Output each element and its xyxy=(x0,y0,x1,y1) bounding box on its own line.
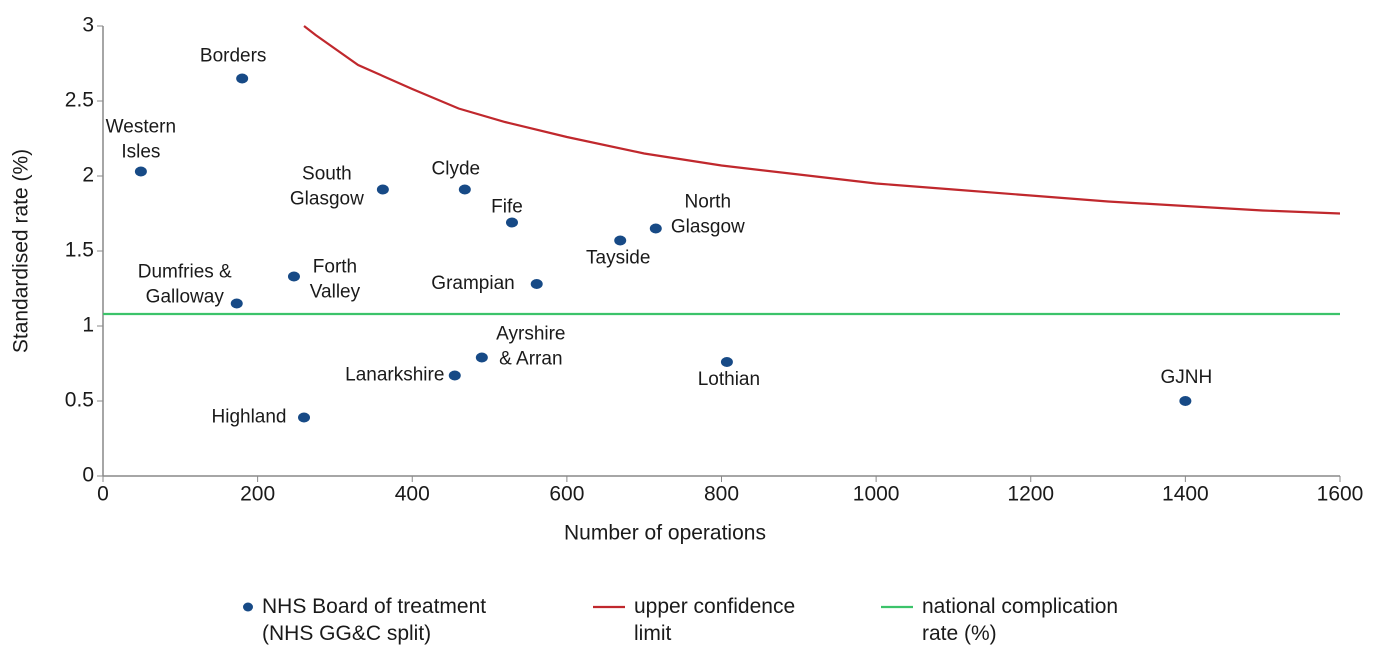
y-tick-label: 0.5 xyxy=(65,389,94,412)
data-point xyxy=(530,279,543,289)
point-label-line: Valley xyxy=(310,282,361,303)
legend-label-line: (NHS GG&C split) xyxy=(262,622,431,645)
data-point xyxy=(448,370,461,381)
point-label-line: Highland xyxy=(212,407,287,428)
point-label: GJNH xyxy=(1161,367,1213,388)
point-label: Ayrshire & Arran xyxy=(496,324,565,370)
x-tick-label: 0 xyxy=(97,483,109,506)
y-tick-label: 0 xyxy=(82,464,94,487)
x-tick-label: 1000 xyxy=(853,483,900,506)
point-label-line: South xyxy=(302,164,352,185)
legend-label-line: rate (%) xyxy=(922,622,997,645)
x-tick-label: 1600 xyxy=(1317,483,1364,506)
data-point xyxy=(287,271,300,282)
data-point xyxy=(505,217,518,228)
legend-label-line: upper confidence xyxy=(634,595,795,618)
point-label-line: Fife xyxy=(491,197,523,218)
point-label-line: Lothian xyxy=(698,369,760,390)
x-axis-title: Number of operations xyxy=(564,522,766,545)
legend-label-line: limit xyxy=(634,622,671,645)
point-label: North Glasgow xyxy=(671,192,745,238)
point-label-line: North xyxy=(685,192,731,213)
point-label: Highland xyxy=(212,407,287,428)
data-point xyxy=(1179,396,1192,406)
y-tick-label: 1 xyxy=(82,314,94,337)
legend-label-line: NHS Board of treatment xyxy=(262,595,486,618)
legend-label-line: national complication xyxy=(922,595,1118,618)
y-tick-label: 3 xyxy=(82,14,94,37)
point-label: Lanarkshire xyxy=(345,365,444,386)
y-tick-label: 1.5 xyxy=(65,239,94,262)
point-label: Forth Valley xyxy=(310,257,361,303)
y-axis-title: Standardised rate (%) xyxy=(10,149,33,353)
point-label-line: Western xyxy=(106,117,176,138)
point-label-line: Grampian xyxy=(431,273,514,294)
point-label: Lothian xyxy=(698,369,760,390)
x-tick-label: 400 xyxy=(395,483,430,506)
point-label-line: Tayside xyxy=(586,248,650,269)
point-label-line: Forth xyxy=(313,257,357,278)
data-point xyxy=(614,235,627,246)
point-label-line: Glasgow xyxy=(290,189,364,210)
point-label-line: GJNH xyxy=(1161,367,1213,388)
x-tick-label: 600 xyxy=(549,483,584,506)
point-label-line: Dumfries & xyxy=(138,262,232,283)
legend-label: national complication rate (%) xyxy=(922,595,1118,645)
point-label-line: & Arran xyxy=(499,349,562,370)
point-label-line: Isles xyxy=(121,142,160,163)
point-label-line: Clyde xyxy=(432,159,481,180)
point-label-line: Glasgow xyxy=(671,217,745,238)
data-point xyxy=(298,412,311,423)
legend-label: upper confidence limit xyxy=(634,595,795,645)
x-tick-label: 800 xyxy=(704,483,739,506)
data-point xyxy=(134,166,147,177)
point-label: Dumfries & Galloway xyxy=(138,262,232,308)
point-label-line: Galloway xyxy=(146,287,225,308)
x-tick-label: 1400 xyxy=(1162,483,1209,506)
point-label-line: Lanarkshire xyxy=(345,365,444,386)
legend-marker xyxy=(243,602,253,612)
data-point xyxy=(458,184,471,195)
legend-label: NHS Board of treatment (NHS GG&C split) xyxy=(262,595,486,645)
data-point xyxy=(236,73,249,84)
x-tick-label: 200 xyxy=(240,483,275,506)
point-label: Grampian xyxy=(431,273,514,294)
point-label: Western Isles xyxy=(106,117,176,163)
data-point xyxy=(649,223,662,234)
data-point xyxy=(376,184,389,195)
x-tick-label: 1200 xyxy=(1007,483,1054,506)
point-label-line: Borders xyxy=(200,46,267,67)
point-label: Tayside xyxy=(586,248,650,269)
data-point xyxy=(720,357,733,367)
y-tick-label: 2 xyxy=(82,164,94,187)
line-series xyxy=(303,25,1340,215)
data-point xyxy=(230,298,243,309)
data-point xyxy=(475,352,488,363)
point-label: Fife xyxy=(491,197,523,218)
point-label-line: Ayrshire xyxy=(496,324,565,345)
point-label: Borders xyxy=(200,46,267,67)
point-label: Clyde xyxy=(432,159,481,180)
y-tick-label: 2.5 xyxy=(65,89,94,112)
point-label: South Glasgow xyxy=(290,164,364,210)
